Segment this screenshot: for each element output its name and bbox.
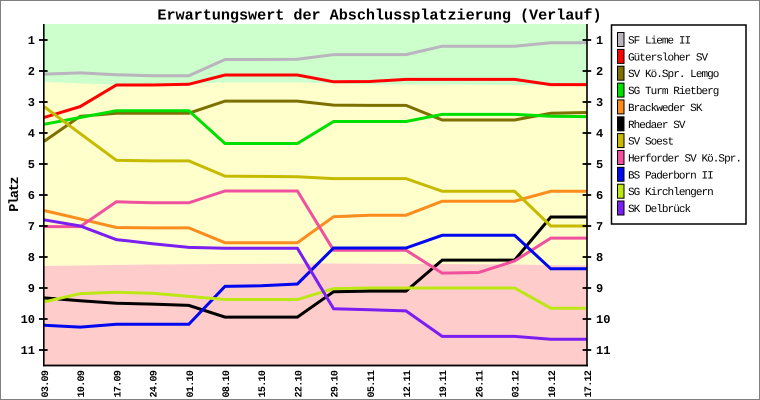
svg-text:5: 5	[28, 158, 35, 172]
svg-text:SV Kö.Spr. Lemgo: SV Kö.Spr. Lemgo	[628, 69, 719, 81]
svg-text:Herforder SV Kö.Spr.: Herforder SV Kö.Spr.	[628, 154, 741, 166]
svg-text:11: 11	[21, 344, 35, 358]
svg-text:11: 11	[596, 344, 610, 358]
svg-text:SG Kirchlengern: SG Kirchlengern	[628, 187, 713, 199]
svg-text:2: 2	[596, 65, 603, 79]
svg-text:SG Turm Rietberg: SG Turm Rietberg	[628, 86, 719, 98]
svg-text:Gütersloher SV: Gütersloher SV	[628, 52, 708, 64]
svg-text:4: 4	[596, 127, 603, 141]
svg-text:10: 10	[21, 313, 35, 327]
svg-text:8: 8	[596, 251, 603, 265]
svg-text:3: 3	[596, 96, 603, 110]
svg-text:Brackweder SK: Brackweder SK	[628, 103, 703, 115]
svg-text:03.12: 03.12	[512, 370, 523, 397]
svg-text:10.09: 10.09	[77, 370, 88, 397]
svg-text:6: 6	[28, 189, 35, 203]
svg-text:SF Lieme II: SF Lieme II	[628, 36, 691, 48]
svg-text:19.11: 19.11	[439, 370, 450, 397]
svg-text:03.09: 03.09	[41, 370, 52, 397]
svg-text:29.10: 29.10	[331, 370, 342, 397]
svg-text:26.11: 26.11	[475, 370, 486, 397]
svg-text:7: 7	[28, 220, 35, 234]
svg-text:17.12: 17.12	[584, 370, 595, 397]
svg-text:SK Delbrück: SK Delbrück	[628, 204, 692, 216]
svg-text:Platz: Platz	[8, 177, 23, 212]
svg-text:5: 5	[596, 158, 603, 172]
svg-text:17.09: 17.09	[113, 370, 124, 397]
svg-text:10: 10	[596, 313, 610, 327]
svg-text:08.10: 08.10	[222, 370, 233, 397]
svg-text:Erwartungswert der Abschlusspl: Erwartungswert der Abschlussplatzierung …	[157, 6, 601, 24]
svg-text:BS Paderborn II: BS Paderborn II	[628, 170, 713, 182]
svg-text:1: 1	[28, 34, 35, 48]
svg-text:9: 9	[28, 282, 35, 296]
svg-text:24.09: 24.09	[150, 370, 161, 397]
svg-text:6: 6	[596, 189, 603, 203]
svg-text:01.10: 01.10	[186, 370, 197, 397]
svg-text:8: 8	[28, 251, 35, 265]
svg-text:7: 7	[596, 220, 603, 234]
svg-text:4: 4	[28, 127, 35, 141]
svg-text:22.10: 22.10	[294, 370, 305, 397]
svg-text:3: 3	[28, 96, 35, 110]
svg-text:12.11: 12.11	[403, 370, 414, 397]
svg-text:Rhedaer SV: Rhedaer SV	[628, 120, 686, 132]
svg-text:9: 9	[596, 282, 603, 296]
svg-text:15.10: 15.10	[258, 370, 269, 397]
svg-text:2: 2	[28, 65, 35, 79]
svg-text:10.12: 10.12	[548, 370, 559, 397]
svg-text:1: 1	[596, 34, 603, 48]
svg-text:05.11: 05.11	[367, 370, 378, 397]
svg-text:SV Soest: SV Soest	[628, 137, 674, 149]
